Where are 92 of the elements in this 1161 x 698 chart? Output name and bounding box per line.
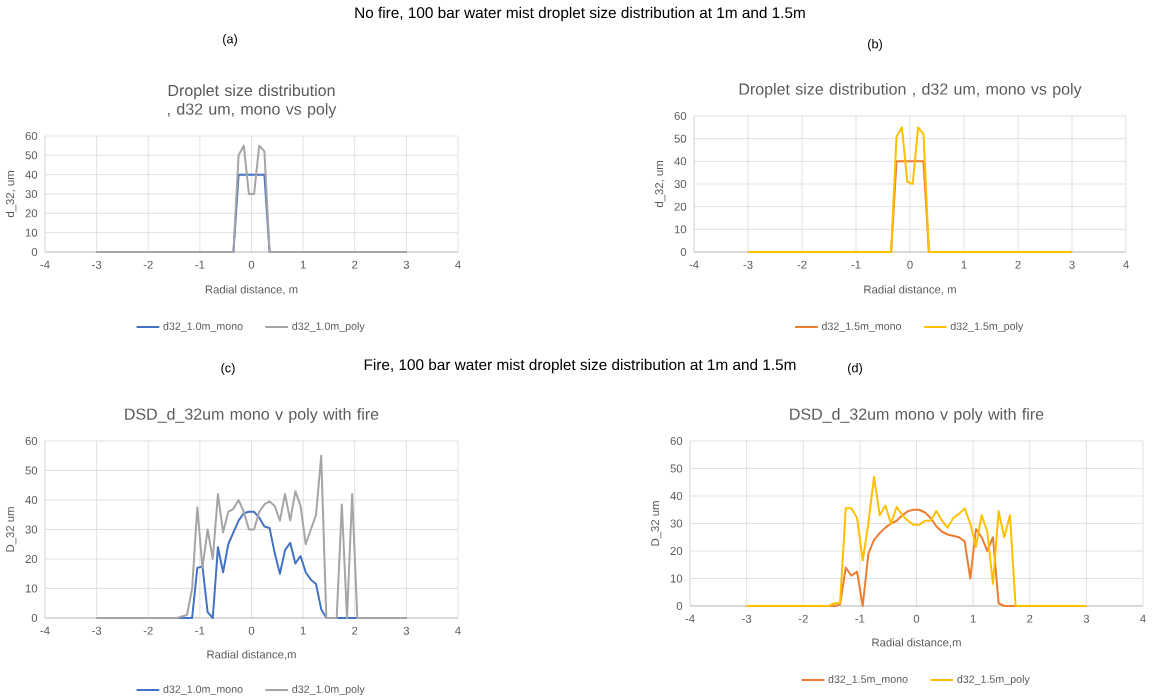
y-tick-label: 60 <box>670 436 683 445</box>
y-axis-title: D_32 um <box>6 507 17 552</box>
y-tick-label: 50 <box>670 464 683 473</box>
y-tick-label: 0 <box>676 601 683 610</box>
chart-title: Droplet size distribution , d32 um, mono vs poly <box>739 83 1082 98</box>
legend-label: d32_1.0m_poly <box>292 685 365 696</box>
x-tick-label: -1 <box>851 260 861 269</box>
text: (d) <box>848 363 862 375</box>
line-series <box>745 475 1088 607</box>
x-tick-label: -1 <box>195 260 205 269</box>
y-tick-label: 20 <box>25 209 38 218</box>
x-tick-label: 2 <box>1015 260 1021 269</box>
legend-label: d32_1.5m_mono <box>828 675 908 685</box>
y-tick-label: 10 <box>670 574 683 583</box>
y-tick-label: 40 <box>670 491 683 500</box>
x-tick-label: -2 <box>143 260 153 269</box>
y-tick-label: 60 <box>25 436 38 445</box>
y-tick-label: 30 <box>674 179 687 188</box>
x-tick-label: 4 <box>455 626 461 635</box>
y-tick-label: 20 <box>674 202 687 211</box>
x-tick-label: -4 <box>40 260 50 269</box>
x-tick-label: -3 <box>742 614 752 623</box>
x-tick-label: -2 <box>143 626 153 635</box>
y-tick-label: 20 <box>670 546 683 555</box>
x-tick-label: 0 <box>907 260 913 269</box>
text: (b) <box>868 39 882 51</box>
text: No fire, 100 bar water mist droplet size distribution at 1m and 1.5m <box>355 6 805 22</box>
x-tick-label: 3 <box>403 626 410 635</box>
legend-label: d32_1.0m_mono <box>163 322 243 332</box>
legend-label: d32_1.0m_poly <box>292 322 365 333</box>
y-axis-title: d_32, um <box>654 161 666 208</box>
y-tick-label: 20 <box>25 554 38 563</box>
line-series <box>747 126 1073 253</box>
x-tick-label: -2 <box>798 614 808 623</box>
x-tick-label: -4 <box>689 260 699 269</box>
x-tick-label: 3 <box>1069 260 1075 269</box>
x-axis-title: Radial distance,m <box>872 638 961 648</box>
x-tick-label: 1 <box>970 614 976 623</box>
y-tick-label: 30 <box>25 189 38 198</box>
x-tick-label: -3 <box>743 260 753 269</box>
legend-label: d32_1.5m_poly <box>950 322 1024 333</box>
legend-label: d32_1.5m_mono <box>821 322 902 332</box>
x-tick-label: 3 <box>403 260 410 269</box>
x-tick-label: 2 <box>352 260 358 269</box>
y-tick-label: 50 <box>25 466 38 475</box>
x-tick-label: -3 <box>92 260 102 269</box>
x-axis-title: Radial distance,m <box>207 650 296 660</box>
legend-label: d32_1.0m_mono <box>163 685 243 695</box>
x-tick-label: 4 <box>1140 614 1146 623</box>
x-tick-label: -2 <box>797 260 807 269</box>
y-tick-label: 30 <box>25 525 38 534</box>
x-tick-label: -1 <box>195 626 205 635</box>
x-tick-label: -4 <box>40 626 50 635</box>
y-tick-label: 0 <box>31 247 38 256</box>
legend-label: d32_1.5m_poly <box>957 675 1030 686</box>
text: Fire, 100 bar water mist droplet size distribution at 1m and 1.5m <box>364 358 796 374</box>
line-series <box>95 144 408 253</box>
x-tick-label: 2 <box>1027 614 1033 623</box>
x-axis-title: Radial distance, m <box>864 285 956 295</box>
x-tick-label: 1 <box>300 626 306 635</box>
y-tick-label: 10 <box>25 584 38 593</box>
x-tick-label: 1 <box>961 260 967 269</box>
x-tick-label: 0 <box>248 626 255 635</box>
x-tick-label: 2 <box>352 626 358 635</box>
x-tick-label: 4 <box>1123 260 1129 269</box>
y-tick-label: 50 <box>25 151 38 160</box>
y-tick-label: 10 <box>25 228 38 237</box>
x-tick-label: 3 <box>1083 614 1090 623</box>
x-tick-label: 0 <box>248 260 255 269</box>
text: (a) <box>223 34 237 46</box>
x-tick-label: 1 <box>300 260 306 269</box>
chart-title: Droplet size distribution , d32 um, mono vs poly <box>168 84 337 118</box>
y-tick-label: 40 <box>25 170 38 179</box>
y-tick-label: 10 <box>674 225 687 234</box>
y-tick-label: 30 <box>670 519 683 528</box>
chart-title: DSD_d_32um mono v poly with fire <box>125 408 379 423</box>
y-tick-label: 60 <box>674 111 687 120</box>
x-tick-label: 4 <box>455 260 461 269</box>
text: (c) <box>221 363 235 375</box>
y-axis-title: d_32, um <box>5 171 17 218</box>
x-tick-label: -3 <box>92 626 102 635</box>
y-tick-label: 0 <box>680 247 687 256</box>
chart-title: DSD_d_32um mono v poly with fire <box>790 408 1044 423</box>
y-tick-label: 40 <box>674 157 687 166</box>
x-axis-title: Radial distance, m <box>205 285 298 295</box>
y-axis-title: D_32 um <box>651 501 662 546</box>
y-tick-label: 50 <box>674 134 687 143</box>
x-tick-label: -4 <box>685 614 695 623</box>
x-tick-label: 0 <box>913 614 920 623</box>
y-tick-label: 60 <box>25 131 38 140</box>
y-tick-label: 40 <box>25 495 38 504</box>
x-tick-label: -1 <box>855 614 865 623</box>
